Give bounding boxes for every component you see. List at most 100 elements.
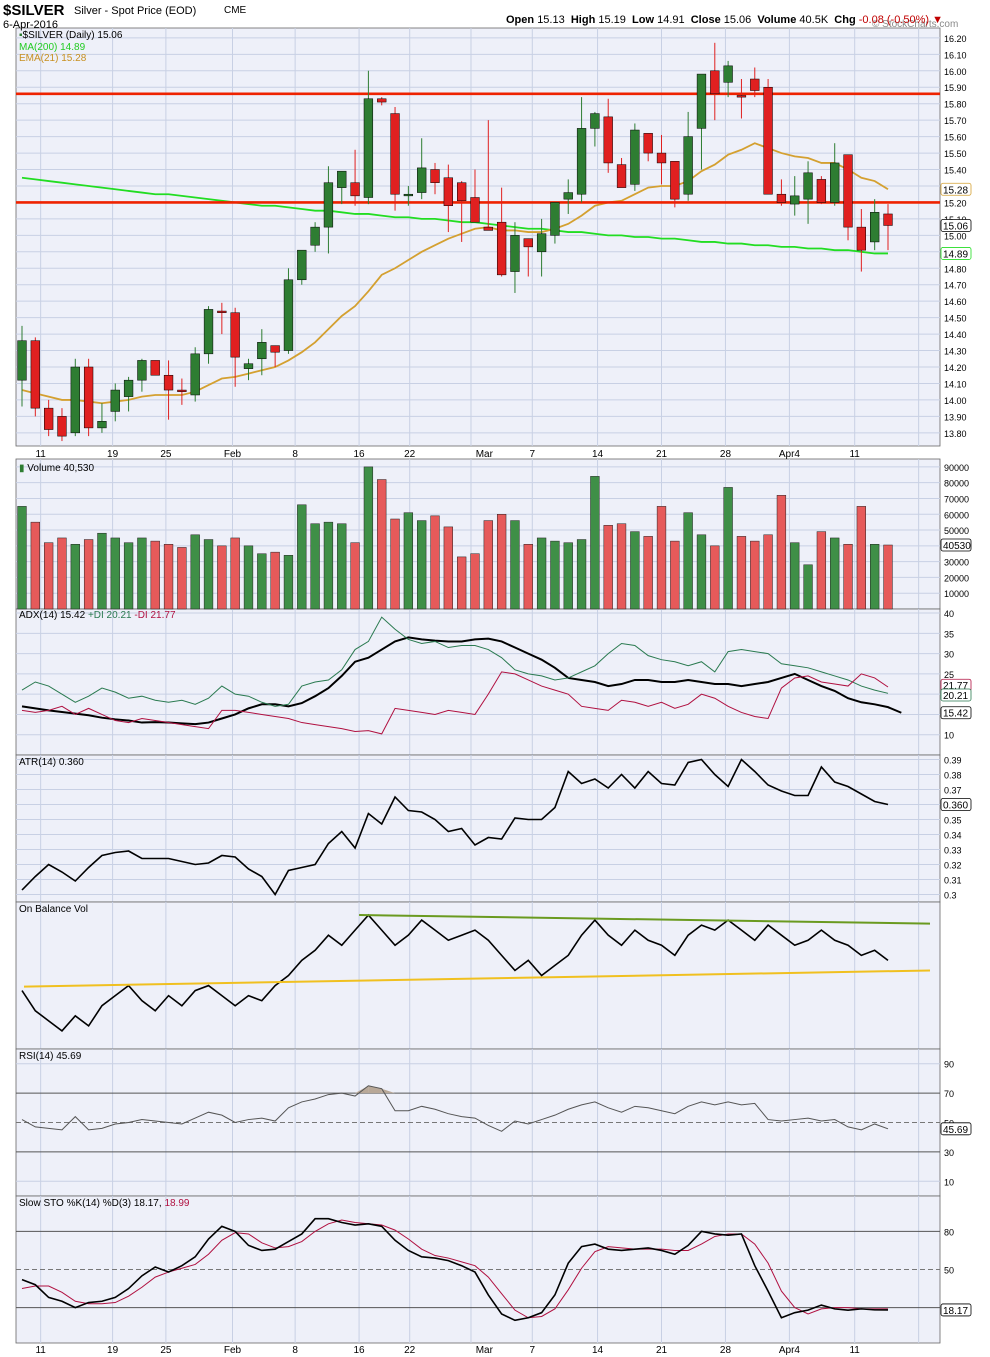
volume-bar	[43, 542, 54, 610]
candle-body	[390, 113, 400, 195]
plus-di-tag-box	[940, 688, 972, 702]
volume-tag: 40530	[943, 541, 971, 552]
candle-body	[123, 379, 134, 397]
volume-bar	[510, 520, 520, 610]
obv-lower-trendline	[23, 969, 931, 988]
ma200-tag: 14.89	[943, 249, 968, 260]
adx-tag: 15.42	[943, 709, 968, 720]
adx-line-2	[21, 616, 889, 707]
candle-body	[217, 310, 227, 313]
volume-bar	[670, 540, 680, 610]
atr-legend: ATR(14) 0.360	[19, 757, 84, 768]
x-tick-bottom: Mar	[476, 1345, 494, 1356]
x-tick-bottom: 8	[292, 1345, 298, 1356]
volume-bar	[310, 523, 320, 610]
adx-y-tick: 25	[944, 670, 954, 680]
candle-body	[70, 366, 80, 434]
rsi-tag: 45.69	[943, 1125, 968, 1136]
candle-body	[430, 169, 440, 183]
price-y-tick: 14.40	[944, 330, 967, 340]
x-tick-top: Mar	[476, 449, 494, 460]
candle-body	[550, 202, 560, 236]
volume-bar	[17, 506, 27, 610]
volume-bar	[830, 537, 840, 610]
candle-body	[403, 193, 414, 197]
x-tick-top: 11	[35, 449, 46, 460]
volume-bar	[883, 544, 893, 610]
volume-y-tick: 90000	[944, 463, 969, 473]
rsi-tag-box	[940, 1122, 972, 1136]
x-tick-top: 19	[107, 449, 119, 460]
price-legend: ▪$SILVER (Daily) 15.06	[19, 30, 122, 41]
plus-di-legend: +DI 20.21	[87, 610, 132, 621]
candle-body	[576, 128, 587, 195]
volume-bar	[390, 518, 400, 610]
volume-bar	[137, 537, 147, 610]
obv-upper-trendline	[359, 914, 931, 925]
candle-body	[163, 374, 174, 391]
volume-bar	[563, 542, 573, 610]
volume-bar	[363, 466, 374, 610]
price-y-tick: 16.00	[944, 67, 967, 77]
candle-body	[870, 212, 880, 243]
candle-body	[736, 95, 747, 98]
candle-body	[536, 233, 547, 253]
volume-legend: ▮ Volume 40,530	[19, 463, 94, 474]
candle-body	[417, 167, 427, 193]
volume-bar	[590, 476, 600, 610]
adx-legend: ADX(14) 15.42 +DI 20.21 -DI 21.77	[19, 610, 176, 621]
rsi-line	[21, 1085, 889, 1132]
x-tick-top: 8	[292, 449, 298, 460]
x-tick-top: 16	[354, 449, 366, 460]
price-y-tick: 15.90	[944, 83, 967, 93]
price-y-tick: 14.30	[944, 347, 967, 357]
candle-body	[137, 360, 147, 381]
sto-k-line	[21, 1217, 889, 1322]
volume-bar	[723, 487, 733, 610]
volume-bar	[57, 537, 67, 610]
sto-legend: Slow STO %K(14) %D(3) 18.17, 18.99	[19, 1198, 189, 1209]
volume-bar	[603, 525, 613, 610]
atr-y-tick: 0.34	[944, 831, 962, 841]
rsi-legend: RSI(14) 45.69	[19, 1051, 82, 1062]
volume-bar	[816, 531, 827, 610]
candle-body	[590, 113, 600, 129]
price-y-tick: 15.80	[944, 100, 967, 110]
rsi-y-tick: 90	[944, 1060, 954, 1070]
chart-date: 6-Apr-2016	[3, 19, 59, 31]
sto-legend-d: 18.99	[164, 1198, 190, 1209]
candle-body	[470, 197, 480, 223]
atr-y-tick: 0.38	[944, 771, 962, 781]
ma200-legend: MA(200) 14.89	[19, 42, 86, 53]
ema21-legend: EMA(21) 15.28	[19, 53, 87, 64]
high-value: 15.19	[598, 14, 626, 26]
candle-body	[483, 226, 493, 231]
candle-body	[803, 172, 813, 200]
volume-value: 40.5K	[799, 14, 829, 26]
adx-y-tick: 10	[944, 731, 954, 741]
panel-3-frame	[15, 754, 941, 903]
candle-body	[310, 226, 320, 246]
volume-bar	[430, 515, 440, 610]
candle-body	[350, 182, 360, 197]
volume-bar	[536, 537, 547, 610]
volume-bar	[790, 542, 800, 610]
volume-bar	[297, 504, 307, 610]
price-y-tick: 15.70	[944, 116, 967, 126]
ohlc-readout: Open 15.13 High 15.19 Low 14.91 Close 15…	[506, 14, 943, 26]
x-tick-bottom: 7	[529, 1345, 535, 1356]
volume-bar	[337, 523, 347, 610]
x-tick-bottom: 25	[160, 1345, 172, 1356]
candle-body	[710, 70, 720, 95]
x-tick-bottom: 16	[354, 1345, 366, 1356]
x-tick-top: 7	[529, 449, 535, 460]
volume-bar	[270, 551, 280, 610]
close-tag: 15.06	[943, 221, 968, 232]
volume-y-tick: 80000	[944, 479, 969, 489]
volume-bar	[470, 553, 480, 610]
candle-body	[856, 226, 867, 251]
chart-symbol: $SILVER	[3, 2, 65, 19]
volume-bar	[763, 534, 773, 610]
chart-instrument-name: Silver - Spot Price (EOD)	[74, 5, 197, 17]
